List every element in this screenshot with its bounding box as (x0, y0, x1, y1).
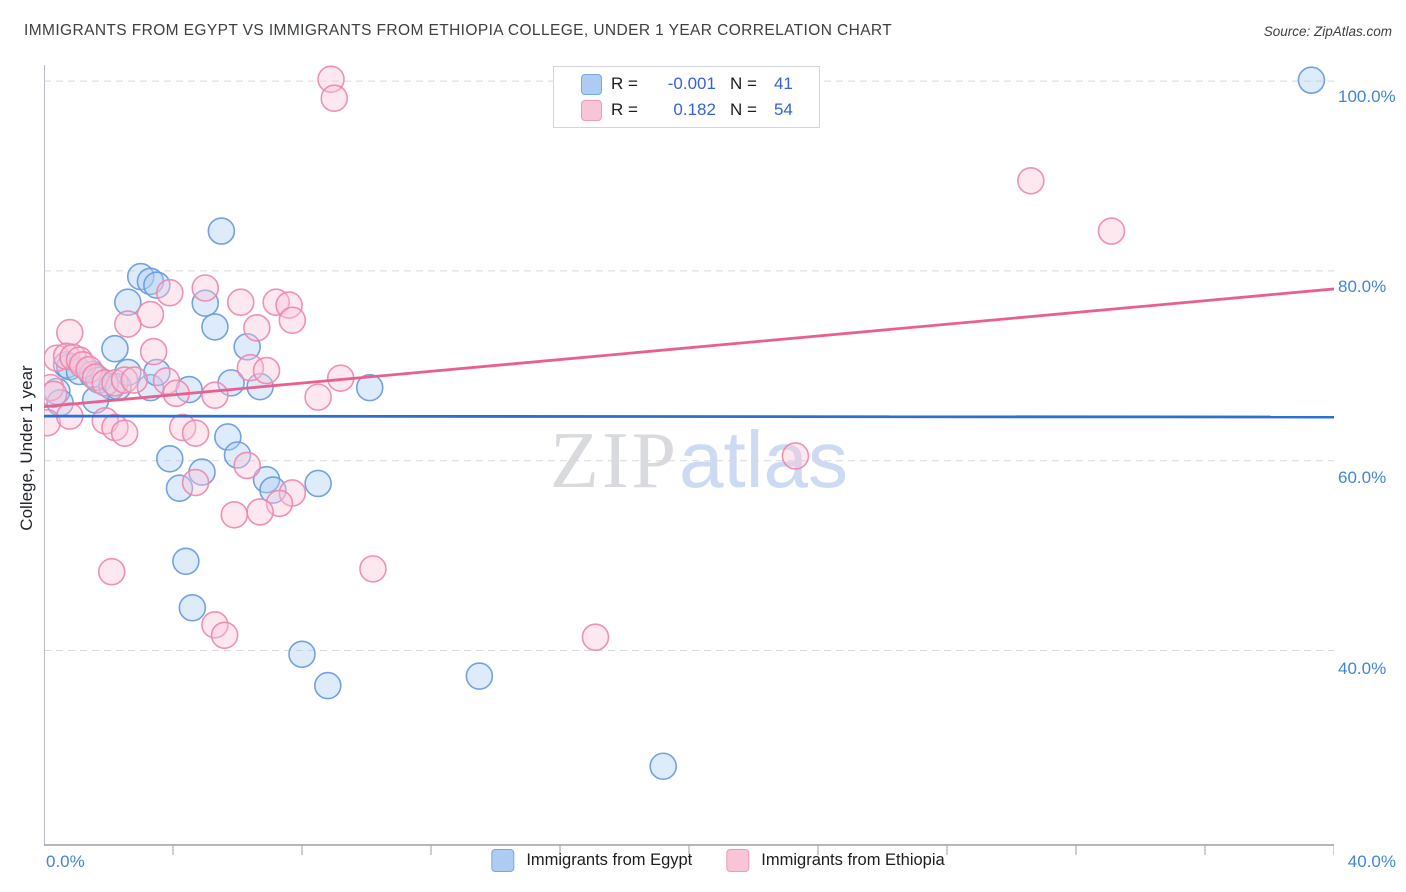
scatter-point (359, 555, 387, 583)
scatter-point (110, 419, 139, 447)
ethiopia-legend-swatch-icon (726, 849, 750, 872)
scatter-point (1097, 217, 1126, 245)
scatter-point (201, 611, 229, 639)
page-title: IMMIGRANTS FROM EGYPT VS IMMIGRANTS FROM… (24, 22, 893, 39)
r-value-egypt: -0.001 (667, 74, 716, 93)
n-value-ethiopia: 54 (773, 100, 793, 119)
scatter-point (191, 289, 220, 317)
ethiopia-legend-label: Immigrants from Ethiopia (761, 851, 945, 869)
scatter-point (313, 671, 342, 700)
series-legend: Immigrants from Egypt Immigrants from Et… (491, 849, 945, 872)
legend-entry-egypt: Immigrants from Egypt (491, 849, 692, 872)
scatter-point (201, 313, 229, 341)
r-label: R = (611, 74, 638, 93)
scatter-point (155, 444, 184, 473)
scatter-point (114, 310, 142, 338)
ethiopia-swatch-icon (581, 99, 602, 121)
scatter-point (233, 451, 261, 480)
scatter-point (201, 381, 229, 410)
scatter-point (581, 623, 610, 651)
scatter-point (465, 662, 494, 690)
scatter-point (181, 419, 210, 447)
scatter-point (44, 344, 71, 373)
scatter-point (649, 752, 678, 781)
scatter-point (288, 640, 316, 669)
legend-row-ethiopia: R = 0.182 N = 54 (581, 99, 819, 121)
scatter-point (214, 423, 242, 451)
egypt-swatch-icon (581, 73, 602, 95)
scatter-point (97, 557, 126, 586)
correlation-legend-box: R = -0.001 N = 41 R = 0.182 N = 54 (553, 66, 820, 128)
scatter-point (44, 373, 65, 402)
legend-entry-ethiopia: Immigrants from Ethiopia (726, 849, 945, 872)
legend-row-egypt: R = -0.001 N = 41 (581, 73, 819, 95)
scatter-point (304, 383, 332, 411)
scatter-point (781, 442, 810, 470)
scatter-point (252, 356, 281, 385)
x-tick-max: 40.0% (1347, 852, 1396, 871)
scatter-point (139, 337, 168, 366)
x-tick-min: 0.0% (46, 852, 85, 871)
scatter-point (114, 288, 142, 317)
scatter-point (355, 373, 384, 402)
scatter-point (55, 318, 84, 347)
scatter-point (278, 306, 307, 335)
source-attribution: Source: ZipAtlas.com (1263, 24, 1392, 39)
scatter-point (172, 547, 200, 576)
scatter-point (110, 366, 139, 394)
trend-line (44, 414, 1334, 419)
scatter-point (1017, 166, 1045, 195)
scatter-point (143, 271, 171, 299)
egypt-legend-label: Immigrants from Egypt (526, 851, 693, 869)
n-label: N = (729, 74, 757, 93)
y-tick-40: 40.0% (1338, 659, 1387, 678)
scatter-point (223, 441, 252, 469)
scatter-point (120, 366, 149, 394)
scatter-point (304, 469, 332, 498)
y-tick-60: 60.0% (1338, 468, 1387, 487)
scatter-point (181, 468, 210, 497)
scatter-point (155, 278, 184, 307)
scatter-point (220, 500, 249, 529)
scatter-point (226, 288, 255, 317)
plot-area: ZIPatlas (44, 65, 1334, 855)
scatter-point (101, 334, 129, 363)
scatter-point (1297, 66, 1326, 94)
scatter-point (178, 593, 207, 622)
y-tick-80: 80.0% (1338, 277, 1387, 296)
r-value-ethiopia: 0.182 (673, 100, 716, 119)
scatter-point (136, 373, 165, 402)
r-label: R = (611, 100, 638, 119)
scatter-point (191, 274, 220, 302)
scatter-point (210, 621, 239, 650)
scatter-point (246, 498, 274, 526)
trend-line (44, 287, 1334, 409)
scatter-point (207, 217, 236, 245)
scatter-point (243, 314, 271, 342)
egypt-legend-swatch-icon (491, 849, 515, 872)
scatter-point (320, 84, 349, 113)
scatter-point (165, 474, 194, 503)
scatter-point (44, 380, 68, 409)
n-value-egypt: 41 (773, 74, 793, 93)
n-label: N = (729, 100, 757, 119)
scatter-plot-svg (44, 65, 1334, 855)
y-tick-100: 100.0% (1338, 87, 1396, 106)
y-axis-title: College, Under 1 year (17, 365, 36, 531)
